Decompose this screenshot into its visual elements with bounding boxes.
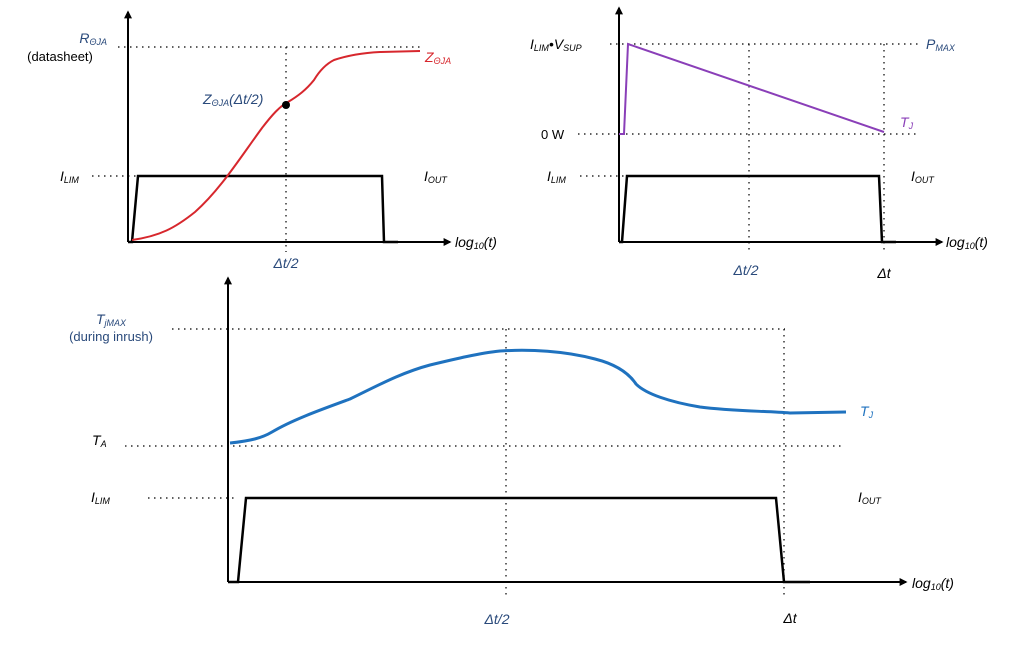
b-tj-label: TJ xyxy=(860,403,874,420)
tr-iout-label: IOUT xyxy=(911,168,935,185)
tl-zja-curve xyxy=(131,50,421,241)
b-iout-label: IOUT xyxy=(858,489,882,506)
tr-pmax-label: PMAX xyxy=(926,36,956,53)
tr-ilim-label: ILIM xyxy=(547,168,566,185)
tr-power-label: ILIM•VSUP xyxy=(530,36,582,53)
tl-zja-half-point xyxy=(282,101,290,109)
tr-power-curve xyxy=(619,42,885,135)
tr-half-tick: Δt/2 xyxy=(733,262,759,278)
b-tj-curve xyxy=(229,348,847,445)
panel-top-left: RΘJA (datasheet) ZΘJA ZΘJA(Δt/2) ILIM IO… xyxy=(27,10,497,271)
panel-top-right: ILIM•VSUP 0 W PMAX TJ ILIM IOUT log10(t)… xyxy=(530,6,988,281)
tl-rja-label: RΘJA xyxy=(79,30,107,47)
tr-zero-label: 0 W xyxy=(541,127,565,142)
tl-x-label: log10(t) xyxy=(455,234,497,251)
tl-half-tick: Δt/2 xyxy=(273,255,299,271)
tl-rja-note: (datasheet) xyxy=(27,49,93,64)
panel-bottom: TjMAX (during inrush) TA ILIM IOUT TJ lo… xyxy=(69,276,954,627)
tr-full-tick: Δt xyxy=(876,265,891,281)
tl-iout-pulse xyxy=(128,174,398,244)
tl-iout-label: IOUT xyxy=(424,168,448,185)
tr-tj-label: TJ xyxy=(900,114,914,131)
b-full-tick: Δt xyxy=(782,610,797,626)
tr-x-label: log10(t) xyxy=(946,234,988,251)
b-x-label: log10(t) xyxy=(912,575,954,592)
b-ilim-label: ILIM xyxy=(91,489,110,506)
b-tjmax-note: (during inrush) xyxy=(69,329,153,344)
b-iout-pulse xyxy=(228,496,810,584)
b-ta-label: TA xyxy=(92,432,107,449)
b-half-tick: Δt/2 xyxy=(484,611,510,627)
tl-zja-half-label: ZΘJA(Δt/2) xyxy=(202,91,263,108)
tl-zja-label: ZΘJA xyxy=(424,49,451,66)
tr-iout-pulse xyxy=(619,174,896,244)
b-tjmax-label: TjMAX xyxy=(96,311,127,328)
tl-ilim-label: ILIM xyxy=(60,168,79,185)
